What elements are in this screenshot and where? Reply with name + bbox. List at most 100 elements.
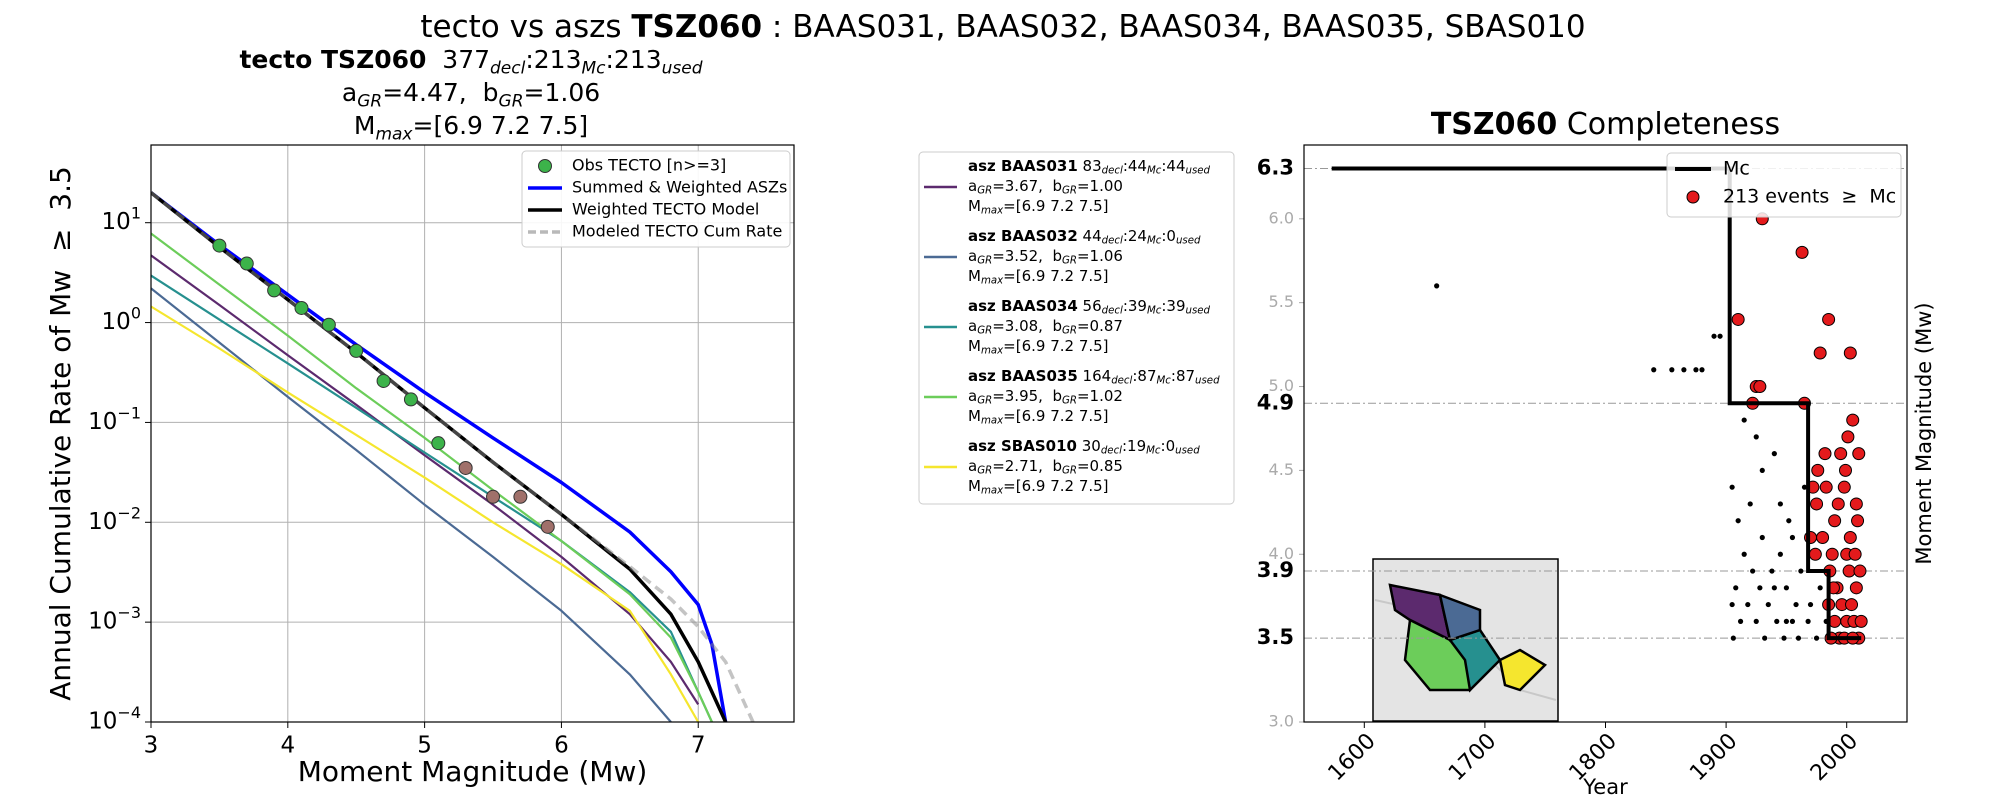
event-above-mc xyxy=(1842,564,1856,578)
event-above-mc xyxy=(1819,480,1833,494)
text-segment: tecto vs aszs xyxy=(420,9,631,45)
observation-point xyxy=(321,317,336,332)
plot-frame xyxy=(1303,144,1908,723)
x-tick-label: 2000 xyxy=(1806,729,1863,786)
text-segment: =0.87 xyxy=(1077,317,1123,335)
legend-label: asz SBAS010 30decl:19Mc:0used xyxy=(968,437,1200,457)
event-above-mc xyxy=(1854,614,1868,628)
text-segment: GR xyxy=(1062,256,1077,267)
event-above-mc xyxy=(1848,547,1862,561)
event xyxy=(1789,618,1796,624)
text-segment: decl xyxy=(1102,306,1123,317)
event xyxy=(1771,585,1777,591)
event-above-mc xyxy=(1811,463,1825,477)
text-segment: =1.06 xyxy=(524,78,601,107)
event xyxy=(1777,551,1783,557)
text-segment: max xyxy=(375,125,413,145)
mc-tick-label: 4.9 xyxy=(1257,390,1294,414)
x-tick-label: 3 xyxy=(144,733,159,759)
event xyxy=(1807,601,1814,608)
text-segment: max xyxy=(981,416,1004,427)
event xyxy=(1805,618,1811,624)
text-segment: max xyxy=(981,486,1004,497)
y-tick-label: 4.0 xyxy=(1269,544,1294,563)
event xyxy=(1781,635,1787,641)
legend-label: Obs TECTO [n>=3] xyxy=(572,156,726,175)
event-above-mc xyxy=(1843,530,1857,544)
text-segment: :213 xyxy=(606,45,662,74)
event-above-mc xyxy=(1837,480,1851,494)
legend-name: asz BAAS031 xyxy=(968,157,1078,175)
text-segment: =[6.9 7.2 7.5] xyxy=(1003,267,1108,285)
text-segment: GR xyxy=(1062,466,1077,477)
observation-point xyxy=(239,256,254,271)
event xyxy=(1765,601,1771,608)
event-above-mc xyxy=(1822,312,1836,326)
event xyxy=(1693,367,1699,373)
y-tick-label: 10−1 xyxy=(88,403,141,435)
text-segment: decl xyxy=(1102,166,1123,177)
text-segment: GR xyxy=(1062,326,1077,337)
event-above-mc xyxy=(1834,447,1848,461)
legend-label: Mc xyxy=(1723,158,1750,180)
event-above-mc xyxy=(1810,497,1824,511)
y-tick-label: 5.0 xyxy=(1269,376,1294,395)
y-tick-label: 6.0 xyxy=(1269,208,1294,227)
event xyxy=(1737,618,1744,624)
text-segment: used xyxy=(662,59,703,79)
text-segment: Mc xyxy=(1147,166,1162,177)
chart-subtitle: aGR=4.47, bGR=1.06 xyxy=(342,78,600,112)
event xyxy=(1681,367,1687,373)
legend-label: aGR=2.71, bGR=0.85 xyxy=(968,457,1123,477)
event-above-mc xyxy=(1843,346,1857,360)
text-segment: TSZ060 xyxy=(631,9,762,45)
text-segment: =0.85 xyxy=(1077,457,1123,475)
text-segment: Mc xyxy=(1147,236,1162,247)
text-segment: GR xyxy=(977,396,992,407)
event xyxy=(1759,534,1765,541)
text-segment: max xyxy=(981,206,1004,217)
event-above-mc xyxy=(1816,530,1830,544)
event xyxy=(1793,601,1799,608)
x-tick-label: 1900 xyxy=(1685,729,1742,786)
observation-point xyxy=(458,460,473,475)
event xyxy=(1735,518,1741,524)
legend-label: asz BAAS035 164decl:87Mc:87used xyxy=(968,367,1220,387)
text-segment: decl xyxy=(1102,236,1123,247)
text-segment: =[6.9 7.2 7.5] xyxy=(413,111,589,140)
text-segment: GR xyxy=(1062,186,1077,197)
event-above-mc xyxy=(1841,430,1855,444)
text-segment: a xyxy=(968,317,977,335)
text-segment: decl xyxy=(1101,446,1122,457)
text-segment: M xyxy=(968,337,981,355)
legend-label: asz BAAS034 56decl:39Mc:39used xyxy=(968,297,1211,317)
text-segment: 377 xyxy=(426,45,490,74)
x-tick-label: 4 xyxy=(280,733,295,759)
text-segment: used xyxy=(1195,376,1220,387)
event xyxy=(1801,484,1808,490)
event xyxy=(1753,434,1759,440)
text-segment: =4.47, b xyxy=(382,78,498,107)
event xyxy=(1669,367,1675,373)
event xyxy=(1745,601,1751,608)
text-segment: used xyxy=(1175,446,1200,457)
observation-point xyxy=(540,519,555,534)
text-segment: 83 xyxy=(1078,157,1102,175)
legend-label: Modeled TECTO Cum Rate xyxy=(572,222,782,241)
y-axis-label: Moment Magnitude (Mw) xyxy=(1912,302,1936,564)
event xyxy=(1730,635,1736,641)
event xyxy=(1771,451,1777,457)
event xyxy=(1759,467,1765,474)
legend-label: asz BAAS031 83decl:44Mc:44used xyxy=(968,157,1211,177)
event-above-mc xyxy=(1852,447,1866,461)
event-above-mc xyxy=(1831,497,1845,511)
text-segment: =1.02 xyxy=(1077,387,1123,405)
text-segment: GR xyxy=(977,466,992,477)
text-segment: :44 xyxy=(1161,157,1185,175)
legend-label: Mmax=[6.9 7.2 7.5] xyxy=(968,477,1109,497)
event xyxy=(1651,367,1657,373)
event-above-mc xyxy=(1825,547,1839,561)
text-segment: =[6.9 7.2 7.5] xyxy=(1003,197,1108,215)
legend-name: asz BAAS035 xyxy=(968,367,1078,385)
